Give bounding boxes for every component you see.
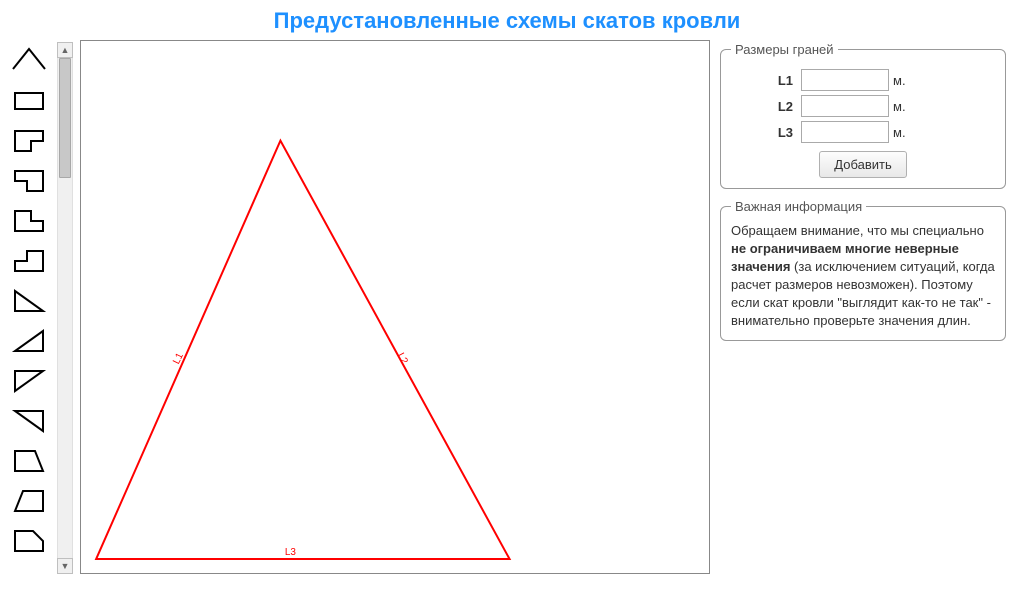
shape-icon-l-notch-tl[interactable] <box>8 242 50 278</box>
canvas-column: L1L2L3 <box>74 40 710 580</box>
shape-icon-l-notch-br[interactable] <box>8 122 50 158</box>
shape-icon-right-tri-tl[interactable] <box>8 362 50 398</box>
shape-icon-triangle-up[interactable] <box>8 42 50 78</box>
app-root: Предустановленные схемы скатов кровли ▲ … <box>0 0 1014 595</box>
dimension-label: L3 <box>731 125 801 140</box>
add-button[interactable]: Добавить <box>819 151 906 178</box>
dimension-row: L3 м. <box>731 121 995 143</box>
dimension-label: L1 <box>731 73 801 88</box>
info-text: Обращаем внимание, что мы специально не … <box>731 222 995 330</box>
edge-label-l3: L3 <box>285 547 297 558</box>
scroll-up-button[interactable]: ▲ <box>57 42 73 58</box>
shape-icon-l-notch-bl[interactable] <box>8 162 50 198</box>
info-legend: Важная информация <box>731 199 866 214</box>
triangle-shape <box>96 141 509 559</box>
dimension-row: L2 м. <box>731 95 995 117</box>
scroll-down-button[interactable]: ▼ <box>57 558 73 574</box>
scroll-thumb[interactable] <box>59 58 71 178</box>
shape-icon-rectangle[interactable] <box>8 82 50 118</box>
dimension-row: L1 м. <box>731 69 995 91</box>
shape-palette <box>8 40 56 580</box>
drawing-canvas: L1L2L3 <box>80 40 710 574</box>
info-text-pre: Обращаем внимание, что мы специально <box>731 223 984 238</box>
main-row: ▲ ▼ L1L2L3 Размеры граней L1 м. L2 м. L3 м. Д… <box>0 40 1014 580</box>
palette-scrollbar[interactable]: ▲ ▼ <box>56 40 74 574</box>
triangle-diagram: L1L2L3 <box>81 41 709 573</box>
shape-icon-trap-left[interactable] <box>8 482 50 518</box>
dimension-unit: м. <box>889 73 906 88</box>
edge-label-l1: L1 <box>171 351 186 366</box>
shape-icon-right-tri-br[interactable] <box>8 322 50 358</box>
shape-icon-trap-right[interactable] <box>8 442 50 478</box>
shape-icon-l-notch-tr[interactable] <box>8 202 50 238</box>
dimension-unit: м. <box>889 125 906 140</box>
scroll-track[interactable] <box>57 58 73 558</box>
dimensions-legend: Размеры граней <box>731 42 838 57</box>
dimension-label: L2 <box>731 99 801 114</box>
dimension-unit: м. <box>889 99 906 114</box>
right-panel: Размеры граней L1 м. L2 м. L3 м. Добавить Важ… <box>710 40 1006 580</box>
shape-icon-right-tri-bl[interactable] <box>8 282 50 318</box>
shape-icon-pent-1[interactable] <box>8 522 50 558</box>
dimension-input-l1[interactable] <box>801 69 889 91</box>
page-title: Предустановленные схемы скатов кровли <box>0 0 1014 40</box>
info-fieldset: Важная информация Обращаем внимание, что… <box>720 199 1006 341</box>
shape-icon-right-tri-tr[interactable] <box>8 402 50 438</box>
dimension-input-l3[interactable] <box>801 121 889 143</box>
dimension-input-l2[interactable] <box>801 95 889 117</box>
dimensions-fieldset: Размеры граней L1 м. L2 м. L3 м. Добавить <box>720 42 1006 189</box>
